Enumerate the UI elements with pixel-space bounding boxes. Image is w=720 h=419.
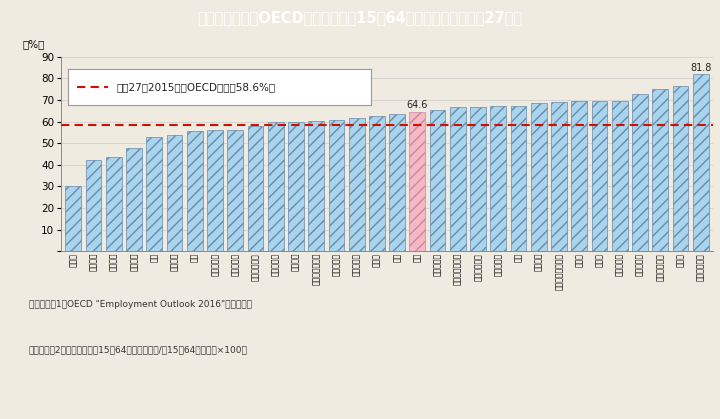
Bar [126, 148, 142, 251]
Bar [248, 127, 264, 251]
Bar [166, 135, 182, 251]
Bar [410, 111, 426, 251]
Bar [390, 114, 405, 251]
Bar [551, 102, 567, 251]
Bar [652, 89, 668, 251]
Text: 81.8: 81.8 [690, 63, 711, 73]
Bar [66, 186, 81, 251]
Text: 2．就業率は、「15～64歳就業者数」/「15～64歳人口」×100。: 2．就業率は、「15～64歳就業者数」/「15～64歳人口」×100。 [29, 346, 248, 354]
Bar [348, 118, 364, 251]
Bar [228, 130, 243, 251]
Text: 64.6: 64.6 [407, 100, 428, 110]
Bar [693, 74, 708, 251]
Bar [106, 157, 122, 251]
Text: 平成27（2015）年OECD平均（58.6%）: 平成27（2015）年OECD平均（58.6%） [117, 82, 276, 92]
Bar [470, 107, 486, 251]
Bar [430, 110, 446, 251]
Text: （%）: （%） [22, 39, 45, 49]
Bar [592, 101, 608, 251]
Bar [612, 101, 628, 251]
Bar [490, 106, 506, 251]
Bar [510, 106, 526, 251]
Bar [146, 137, 162, 251]
Text: （備考）　1．OECD "Employment Outlook 2016"より作成。: （備考） 1．OECD "Employment Outlook 2016"より作… [29, 300, 252, 308]
Bar [450, 107, 466, 251]
Bar [288, 122, 304, 251]
Bar [308, 121, 324, 251]
Text: Ｉ－２－２図　OECD諸国の女性（15～64歳）の就業率（平成27年）: Ｉ－２－２図 OECD諸国の女性（15～64歳）の就業率（平成27年） [197, 10, 523, 25]
Bar [672, 86, 688, 251]
Bar [328, 119, 344, 251]
Bar [207, 130, 223, 251]
Bar [572, 101, 587, 251]
Bar [86, 160, 102, 251]
Bar [632, 93, 648, 251]
Bar [369, 116, 384, 251]
Bar [187, 131, 202, 251]
Bar [268, 122, 284, 251]
Bar [531, 103, 546, 251]
